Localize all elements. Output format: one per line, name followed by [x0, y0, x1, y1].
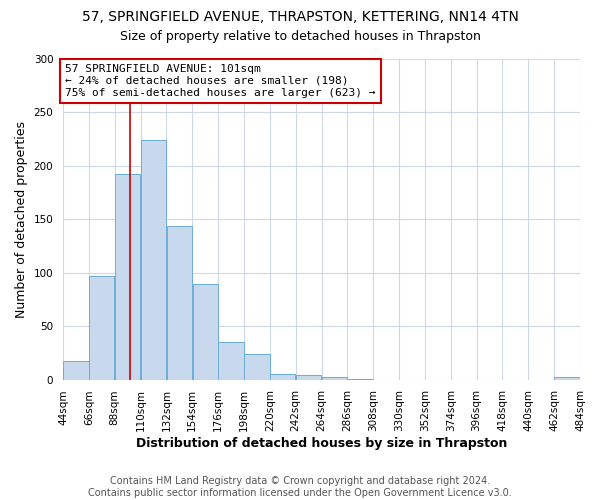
Bar [141, 140, 166, 380]
Bar [167, 226, 192, 380]
Bar [296, 376, 321, 380]
Text: Size of property relative to detached houses in Thrapston: Size of property relative to detached ho… [119, 30, 481, 43]
Bar [89, 276, 115, 380]
Bar [322, 378, 347, 380]
Text: 57, SPRINGFIELD AVENUE, THRAPSTON, KETTERING, NN14 4TN: 57, SPRINGFIELD AVENUE, THRAPSTON, KETTE… [82, 10, 518, 24]
Bar [270, 374, 295, 380]
Bar [64, 362, 89, 380]
Bar [244, 354, 269, 380]
Bar [193, 284, 218, 380]
Bar [347, 378, 373, 380]
Y-axis label: Number of detached properties: Number of detached properties [15, 121, 28, 318]
Bar [115, 174, 140, 380]
Bar [218, 342, 244, 380]
Text: Contains HM Land Registry data © Crown copyright and database right 2024.
Contai: Contains HM Land Registry data © Crown c… [88, 476, 512, 498]
Text: 57 SPRINGFIELD AVENUE: 101sqm
← 24% of detached houses are smaller (198)
75% of : 57 SPRINGFIELD AVENUE: 101sqm ← 24% of d… [65, 64, 376, 98]
Bar [554, 378, 580, 380]
X-axis label: Distribution of detached houses by size in Thrapston: Distribution of detached houses by size … [136, 437, 507, 450]
